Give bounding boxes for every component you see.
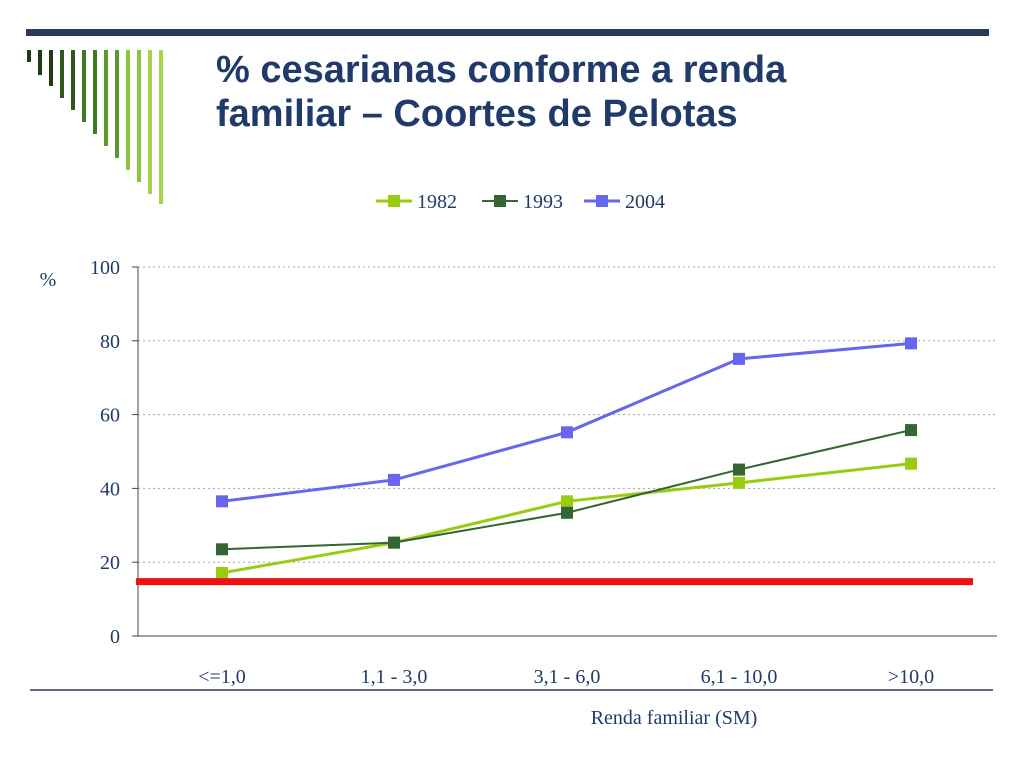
decorative-bar (27, 50, 31, 62)
y-tick-label: 60 (100, 405, 120, 427)
data-point-1982 (733, 476, 745, 489)
x-category-label: >10,0 (888, 666, 934, 688)
y-tick-label: 20 (100, 552, 120, 574)
slide-title: % cesarianas conforme a renda familiar –… (216, 48, 996, 136)
decorative-bar (104, 50, 108, 146)
decorative-bar (49, 50, 53, 86)
legend-marker-1982 (388, 195, 400, 207)
legend-label-1982: 1982 (417, 191, 457, 213)
decorative-bar (82, 50, 86, 122)
y-tick-label: 80 (100, 331, 120, 353)
y-axis-label: % (40, 269, 57, 291)
decorative-bar (115, 50, 119, 158)
slide-title-line-1: % cesarianas conforme a renda (216, 49, 787, 91)
x-axis-label: Renda familiar (SM) (591, 707, 758, 729)
slide-title-line-2: familiar – Coortes de Pelotas (216, 93, 738, 135)
top-accent-rule (26, 29, 989, 36)
y-tick-label: 40 (100, 478, 120, 500)
y-tick-label: 0 (110, 626, 120, 648)
data-point-1982 (561, 495, 573, 508)
data-point-1993 (905, 424, 917, 437)
x-category-label: <=1,0 (198, 666, 246, 688)
data-point-1993 (561, 506, 573, 519)
legend-label-2004: 2004 (625, 191, 665, 213)
y-tick-label: 100 (90, 257, 120, 279)
decorative-bar (93, 50, 97, 134)
data-point-2004 (561, 426, 573, 439)
data-point-2004 (905, 337, 917, 350)
legend-label-1993: 1993 (523, 191, 563, 213)
decorative-bar (71, 50, 75, 110)
data-point-1982 (905, 457, 917, 470)
decorative-bar (38, 50, 42, 75)
decorative-bar (126, 50, 130, 170)
data-point-2004 (216, 495, 228, 508)
x-category-label: 1,1 - 3,0 (361, 666, 428, 688)
decorative-bars (27, 50, 163, 204)
decorative-bar (148, 50, 152, 194)
data-point-1993 (388, 536, 400, 549)
decorative-bar (137, 50, 141, 182)
data-point-2004 (388, 473, 400, 486)
decorative-bar (60, 50, 64, 98)
data-point-1993 (733, 463, 745, 476)
series-line-2004 (221, 341, 912, 503)
decorative-bar (159, 50, 163, 204)
data-point-1993 (216, 543, 228, 556)
x-category-label: 6,1 - 10,0 (701, 666, 778, 688)
data-point-2004 (733, 352, 745, 365)
data-point-1982 (216, 566, 228, 579)
x-category-label: 3,1 - 6,0 (534, 666, 601, 688)
legend-marker-1993 (494, 195, 506, 207)
legend-marker-2004 (596, 195, 608, 207)
